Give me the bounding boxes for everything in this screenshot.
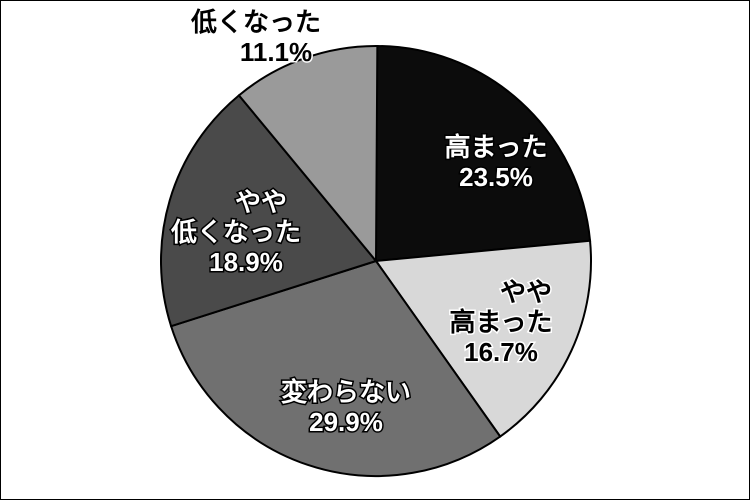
slice-label: 低くなった — [170, 217, 301, 247]
slice-label: 高まった — [450, 307, 553, 337]
slice-label: 低くなった — [190, 7, 321, 37]
slice-percent: 16.7% — [464, 337, 538, 367]
slice-percent: 11.1% — [240, 37, 312, 67]
slice-label: 変わらない — [281, 377, 411, 407]
slice-label: 高まった — [445, 132, 548, 162]
slice-percent: 29.9% — [309, 407, 383, 437]
slice-label: やや — [500, 277, 552, 307]
slice-label: やや — [235, 187, 287, 217]
pie-chart: 高まった23.5%やや高まった16.7%変わらない29.9%やや低くなった18.… — [1, 1, 750, 500]
chart-frame: 高まった23.5%やや高まった16.7%変わらない29.9%やや低くなった18.… — [0, 0, 750, 500]
slice-percent: 23.5% — [459, 162, 533, 192]
slice-percent: 18.9% — [209, 247, 283, 277]
